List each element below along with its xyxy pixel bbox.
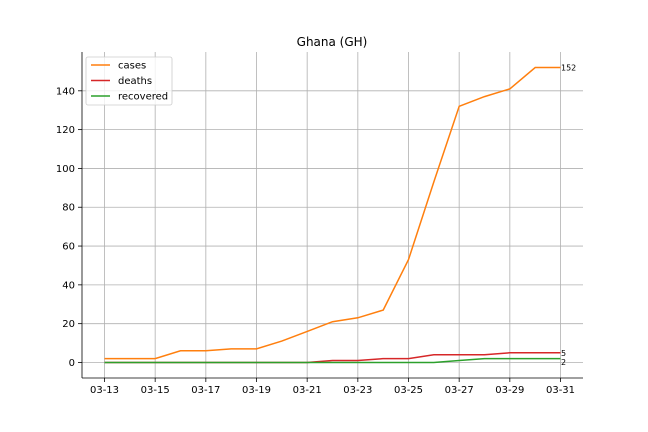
end-label-deaths: 5 <box>561 349 566 358</box>
end-label-recovered: 2 <box>561 358 566 367</box>
x-tick-label: 03-25 <box>394 385 423 396</box>
x-tick-label: 03-23 <box>343 385 372 396</box>
legend-label-deaths: deaths <box>118 76 152 87</box>
legend-box <box>85 56 173 106</box>
x-tick-label: 03-29 <box>495 385 524 396</box>
y-tick-label: 80 <box>62 203 75 214</box>
y-tick-label: 120 <box>56 125 75 136</box>
x-tick-label: 03-31 <box>546 385 575 396</box>
chart-title: Ghana (GH) <box>297 35 368 49</box>
y-tick-label: 0 <box>69 358 75 369</box>
legend: cases deaths recovered <box>85 56 173 106</box>
series <box>104 66 561 364</box>
x-tick-label: 03-19 <box>242 385 271 396</box>
end-labels: 152 52 <box>561 64 576 367</box>
x-tick-label: 03-15 <box>141 385 170 396</box>
x-tick-label: 03-21 <box>293 385 322 396</box>
x-tick-label: 03-13 <box>90 385 119 396</box>
y-tick-label: 140 <box>56 86 75 97</box>
end-label-cases: 152 <box>561 64 576 73</box>
series-line-cases <box>104 66 561 360</box>
y-tick-label: 60 <box>62 242 75 253</box>
y-tick-label: 100 <box>56 164 75 175</box>
y-tick-label: 40 <box>62 280 75 291</box>
x-axis-ticks: 03-13 03-15 03-17 03-19 03-21 03-23 03-25 03-27… <box>90 378 575 396</box>
series-line-recovered <box>104 357 561 364</box>
legend-label-cases: cases <box>118 61 146 72</box>
series-line-deaths <box>104 352 561 364</box>
y-axis-ticks: 0 20 40 60 80 100 120 140 <box>56 86 82 369</box>
x-tick-label: 03-17 <box>191 385 220 396</box>
y-tick-label: 20 <box>62 319 75 330</box>
x-tick-label: 03-27 <box>445 385 474 396</box>
legend-label-recovered: recovered <box>118 92 168 103</box>
